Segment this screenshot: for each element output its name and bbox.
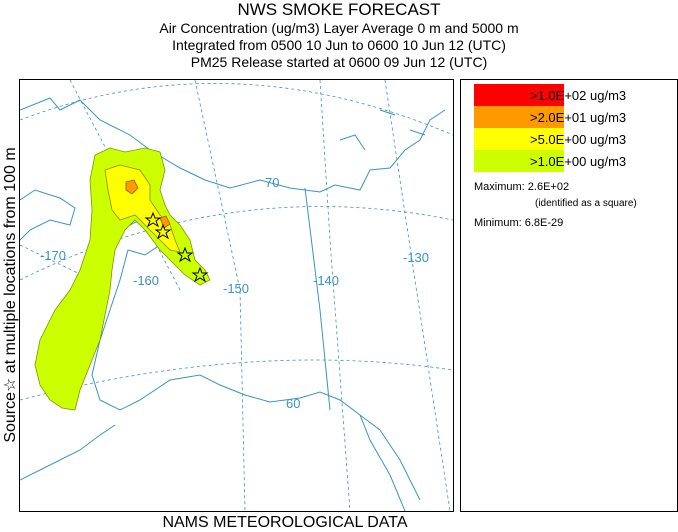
plume-level-3 bbox=[125, 179, 139, 195]
legend-label-orange: >2.0E+01 ug/m3 bbox=[530, 110, 627, 125]
map-panel: -170 -160 -150 -140 -130 70 60 bbox=[19, 79, 454, 512]
source-star bbox=[144, 211, 162, 228]
meteorological-data-label: NAMS METEOROLOGICAL DATA bbox=[162, 514, 408, 531]
concentration-subtitle: Air Concentration (ug/m3) Layer Average … bbox=[159, 20, 519, 36]
chukotka-coast bbox=[20, 189, 76, 241]
western-alaska bbox=[91, 249, 141, 411]
label-lon-160: -160 bbox=[133, 273, 159, 288]
maximum-value: Maximum: 2.6E+02 bbox=[474, 181, 570, 193]
label-lon-140: -140 bbox=[313, 273, 339, 288]
label-lon-150: -150 bbox=[223, 281, 249, 296]
canada-islands bbox=[339, 109, 426, 151]
meridian-130 bbox=[384, 80, 451, 511]
meridian-140 bbox=[319, 80, 351, 511]
legend-swatch-yellow bbox=[474, 128, 564, 150]
minimum-value: Minimum: 6.8E-29 bbox=[474, 217, 564, 229]
label-lat-70: 70 bbox=[265, 175, 279, 190]
aleutian-chain bbox=[20, 424, 116, 481]
arctic-coast bbox=[20, 97, 446, 193]
parallel-65 bbox=[20, 206, 453, 281]
legend-label-red: >1.0E+02 ug/m3 bbox=[530, 88, 627, 103]
integration-period: Integrated from 0500 10 Jun to 0600 10 J… bbox=[172, 37, 506, 53]
legend-label-green: >1.0E+00 ug/m3 bbox=[530, 154, 627, 169]
label-lon-170: -170 bbox=[40, 248, 66, 263]
smoke-plumes bbox=[34, 147, 211, 411]
label-lat-60: 60 bbox=[286, 396, 300, 411]
source-star bbox=[191, 266, 209, 283]
legend-swatch-green bbox=[474, 150, 564, 172]
source-star bbox=[154, 223, 172, 240]
legend-swatch-red bbox=[474, 84, 564, 106]
plume-level-1 bbox=[34, 147, 211, 411]
release-time: PM25 Release started at 0600 09 Jun 12 (… bbox=[190, 54, 488, 70]
source-star bbox=[176, 246, 194, 263]
meridian-150 bbox=[194, 80, 246, 511]
southern-alaska bbox=[139, 374, 421, 501]
map-title: NWS SMOKE FORECAST bbox=[237, 0, 441, 19]
map-svg: -170 -160 -150 -140 -130 70 60 bbox=[20, 80, 453, 511]
legend-swatch-orange bbox=[474, 106, 564, 128]
maximum-note: (identified as a square) bbox=[535, 198, 637, 209]
source-label-text: Source☆ at multiple locations from 100 m bbox=[2, 147, 19, 443]
label-lon-130: -130 bbox=[403, 250, 429, 265]
us-canada-border bbox=[304, 187, 331, 411]
source-markers bbox=[144, 211, 209, 283]
legend-label-yellow: >5.0E+00 ug/m3 bbox=[530, 132, 627, 147]
legend-panel: >1.0E+02 ug/m3 >2.0E+01 ug/m3 >5.0E+00 u… bbox=[460, 79, 678, 512]
panhandle bbox=[359, 414, 406, 511]
